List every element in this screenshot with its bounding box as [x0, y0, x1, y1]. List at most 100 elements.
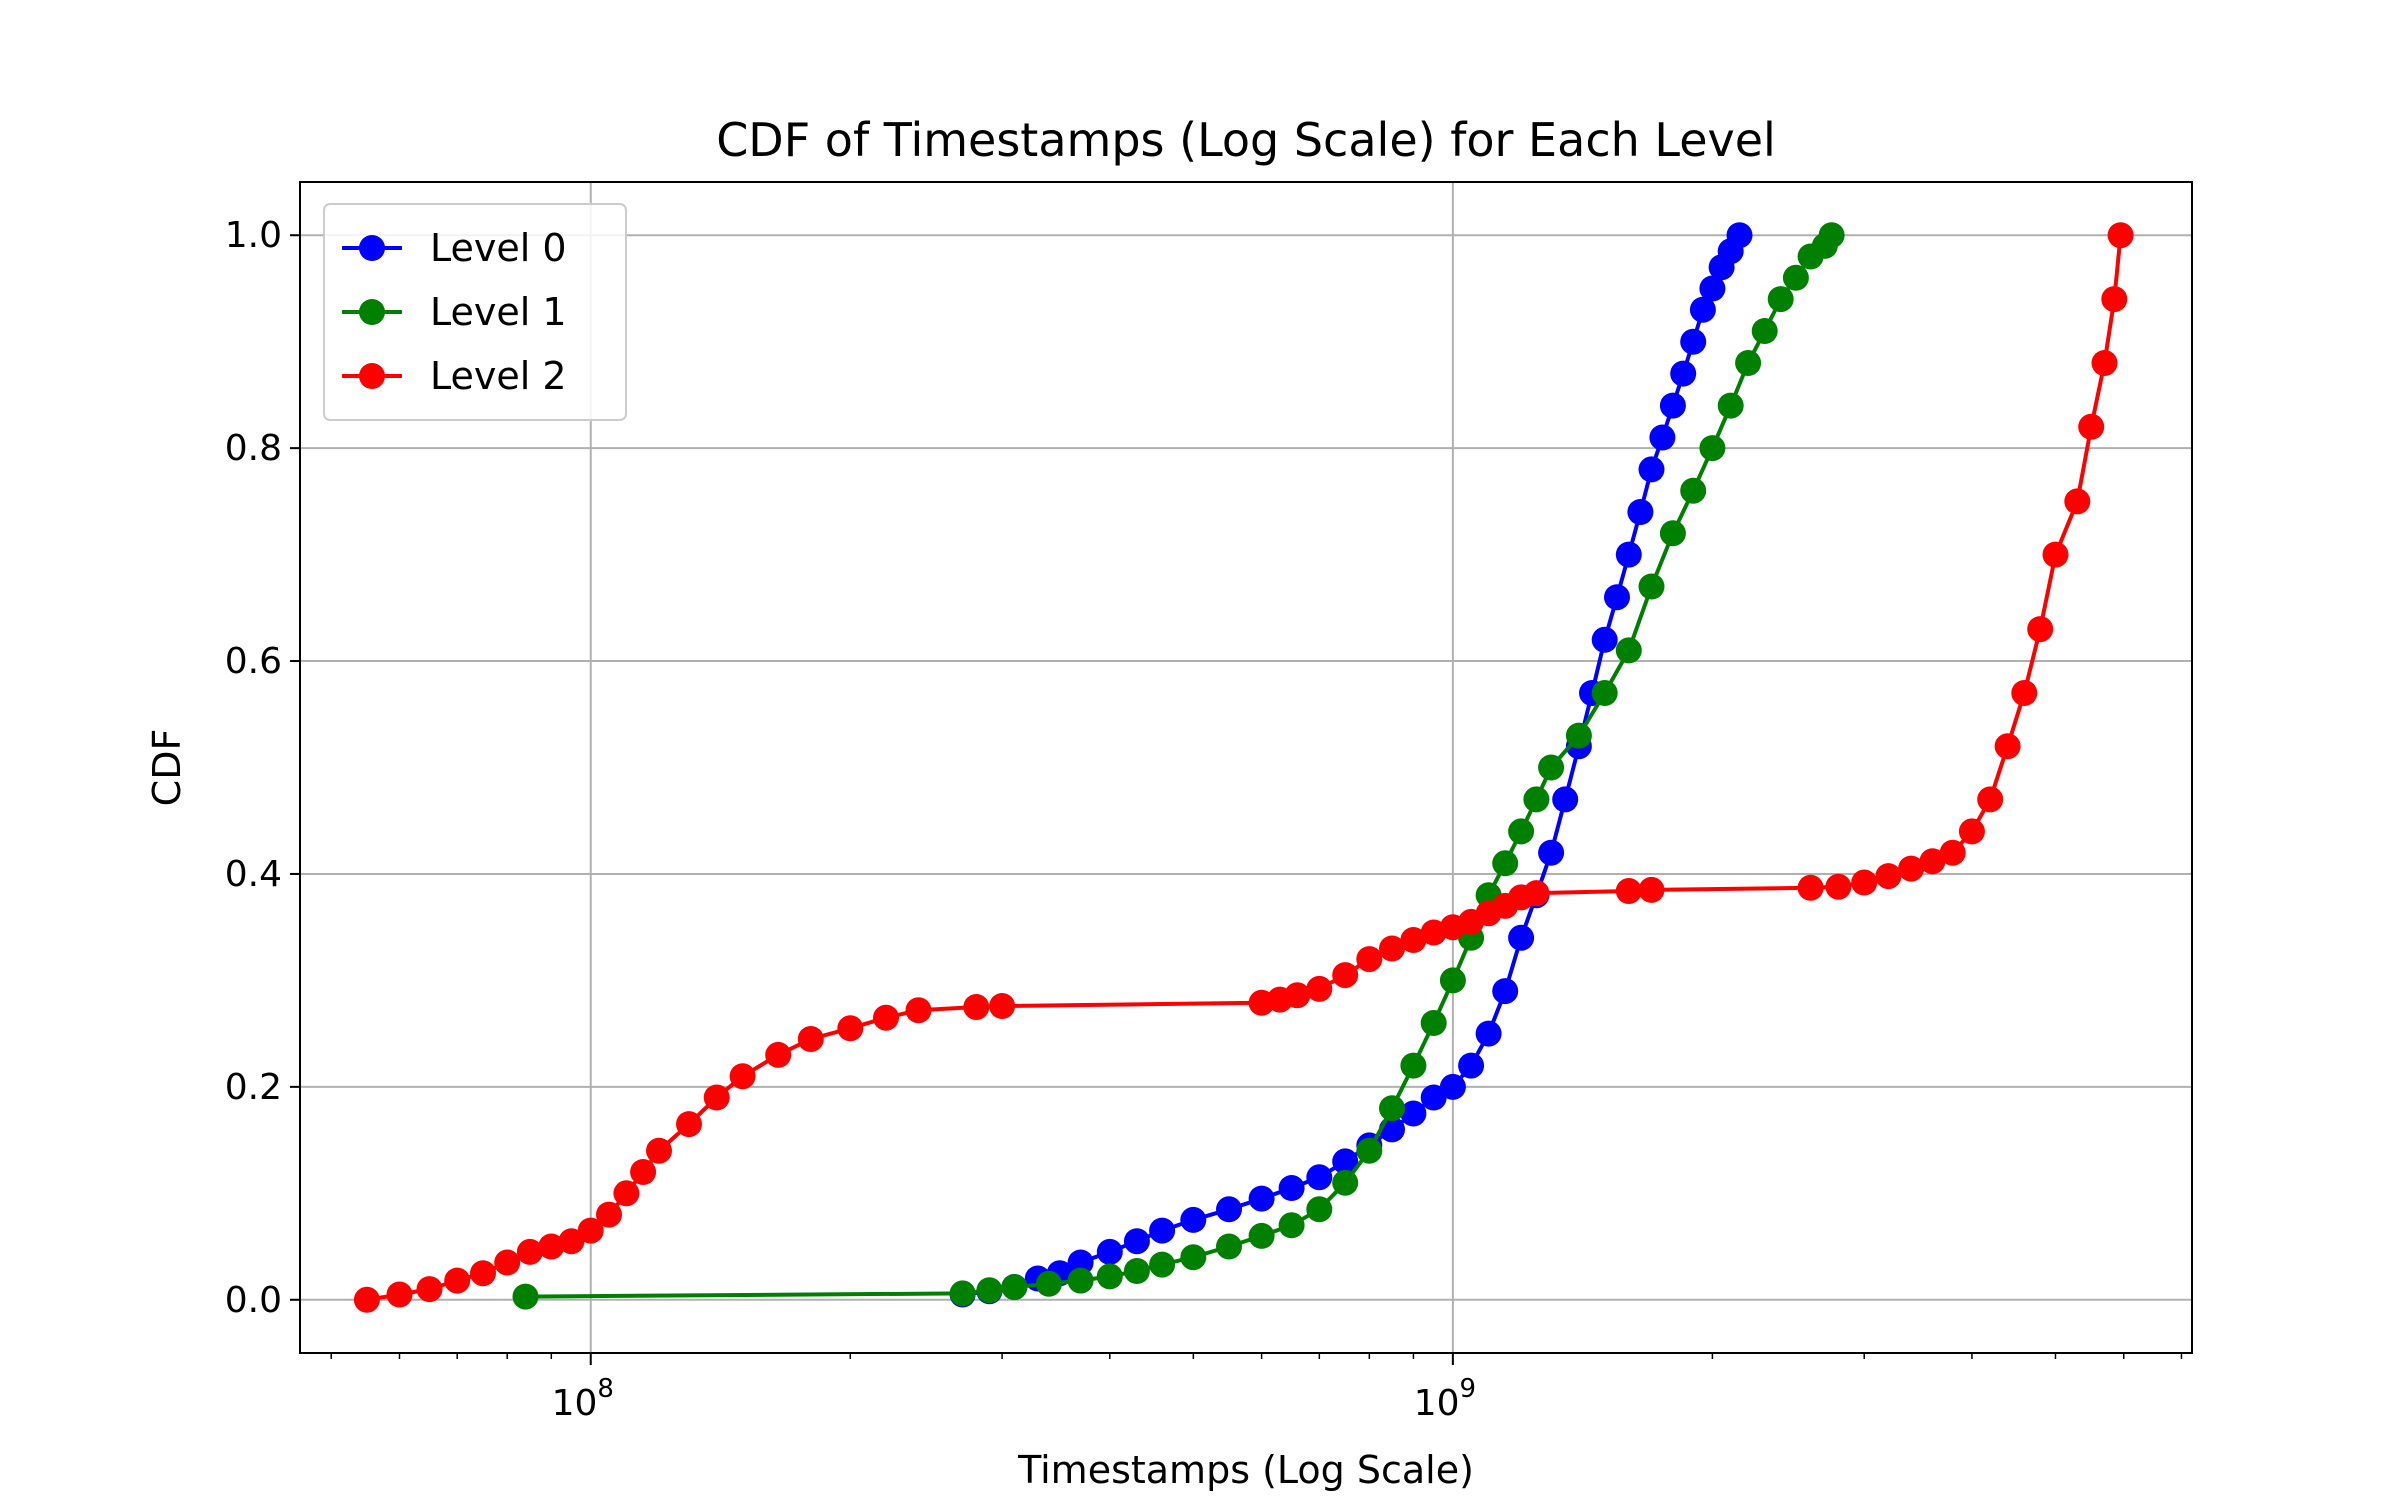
data-point — [1149, 1217, 1176, 1244]
data-point — [1216, 1196, 1242, 1223]
x-tick-base: 10 — [552, 1383, 598, 1424]
data-point — [1591, 626, 1618, 653]
data-point — [963, 994, 990, 1020]
data-point — [1332, 962, 1359, 989]
data-point — [1306, 1196, 1333, 1223]
legend-label: Level 2 — [430, 354, 567, 398]
data-point — [1538, 754, 1565, 781]
data-point — [1604, 584, 1630, 611]
data-point — [1123, 1258, 1150, 1284]
data-point — [1627, 499, 1654, 525]
data-point — [1332, 1169, 1359, 1196]
data-point — [2078, 413, 2105, 440]
legend: Level 0 Level 1 Level 2 — [323, 203, 627, 421]
data-point — [1475, 1020, 1502, 1047]
data-point — [1994, 733, 2021, 760]
data-point — [1680, 328, 1707, 355]
data-point — [416, 1276, 443, 1303]
y-tick-label: 0.2 — [225, 1067, 282, 1108]
data-point — [1649, 424, 1676, 451]
data-point — [1400, 927, 1427, 953]
data-point — [353, 1286, 380, 1313]
data-point — [1379, 1095, 1405, 1122]
data-point — [1565, 722, 1592, 749]
data-point — [1523, 880, 1550, 907]
data-point — [1735, 350, 1762, 376]
y-tick-label: 0.8 — [225, 428, 282, 469]
data-point — [470, 1260, 496, 1287]
data-point — [630, 1159, 657, 1185]
legend-label: Level 0 — [430, 226, 567, 270]
data-point — [1615, 878, 1642, 904]
data-point — [1977, 786, 2004, 813]
data-point — [1420, 1084, 1447, 1111]
data-point — [1767, 286, 1794, 313]
data-point — [1123, 1228, 1150, 1255]
data-point — [1939, 839, 1966, 866]
plot-frame — [299, 181, 2193, 1354]
data-point — [1717, 392, 1744, 419]
data-point — [1278, 1212, 1305, 1239]
data-point — [1439, 1073, 1466, 1100]
data-point — [1306, 1164, 1333, 1191]
data-point — [2091, 350, 2118, 376]
data-point — [837, 1015, 864, 1042]
data-point — [949, 1280, 976, 1307]
data-point — [1508, 818, 1535, 845]
data-point — [1400, 1052, 1427, 1079]
data-point — [1149, 1251, 1176, 1278]
data-point — [1439, 967, 1466, 994]
legend-item: Level 2 — [342, 354, 567, 398]
data-point — [1096, 1263, 1123, 1290]
data-point — [1818, 222, 1845, 249]
data-point — [765, 1041, 792, 1068]
data-point — [494, 1249, 521, 1276]
legend-marker — [359, 299, 385, 325]
legend-label: Level 1 — [430, 290, 567, 334]
data-point — [905, 997, 932, 1024]
data-point — [1552, 786, 1579, 813]
data-point — [1067, 1267, 1094, 1294]
data-point — [1615, 637, 1642, 664]
legend-marker — [359, 235, 385, 261]
data-point — [1523, 786, 1550, 813]
data-point — [1615, 541, 1642, 568]
data-point — [1538, 839, 1565, 866]
data-point — [873, 1004, 899, 1031]
series-2 — [353, 222, 2134, 1313]
data-point — [1638, 573, 1665, 600]
data-point — [2101, 286, 2128, 313]
data-point — [1638, 456, 1665, 483]
data-point — [1035, 1270, 1062, 1297]
data-point — [1680, 477, 1707, 504]
data-point — [989, 993, 1016, 1019]
data-point — [976, 1277, 1003, 1304]
data-point — [646, 1137, 672, 1164]
data-point — [558, 1228, 585, 1255]
data-point — [1458, 1052, 1485, 1079]
data-point — [1591, 680, 1618, 706]
data-point — [1797, 874, 1824, 901]
data-point — [1958, 818, 1985, 845]
data-point — [386, 1281, 413, 1308]
data-point — [1180, 1206, 1207, 1233]
data-point — [444, 1267, 471, 1294]
data-point — [1898, 855, 1925, 882]
data-point — [797, 1026, 824, 1052]
data-point — [1699, 435, 1726, 462]
data-point — [1875, 863, 1902, 890]
data-point — [1492, 850, 1519, 877]
x-tick-base: 10 — [1414, 1383, 1460, 1424]
data-point — [1379, 935, 1405, 962]
legend-item: Level 1 — [342, 290, 567, 334]
data-point — [2027, 616, 2054, 643]
data-point — [1670, 360, 1697, 387]
y-tick-label: 1.0 — [225, 215, 282, 256]
data-point — [1067, 1249, 1094, 1276]
data-point — [1659, 520, 1686, 547]
legend-item: Level 0 — [342, 226, 567, 270]
y-axis-title: CDF — [145, 729, 189, 807]
chart-title: CDF of Timestamps (Log Scale) for Each L… — [716, 113, 1776, 167]
data-point — [512, 1283, 539, 1310]
data-point — [729, 1063, 756, 1090]
